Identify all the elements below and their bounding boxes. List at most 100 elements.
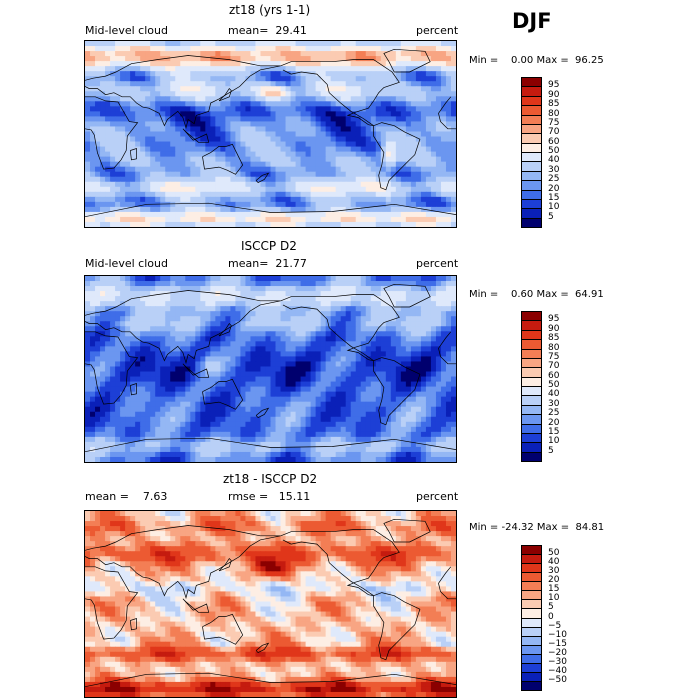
- map-cell: [395, 81, 402, 87]
- map-cell: [245, 276, 252, 282]
- map-cell: [345, 326, 352, 332]
- map-cell: [265, 126, 272, 133]
- colorbar-tick-label: 25: [548, 174, 560, 185]
- map-cell: [310, 416, 317, 423]
- map-cell: [265, 336, 272, 342]
- map-cell: [300, 151, 307, 158]
- map-cell: [440, 331, 447, 337]
- map-cell: [120, 126, 126, 133]
- map-cell: [115, 106, 121, 112]
- map-cell: [340, 181, 347, 188]
- map-cell: [125, 86, 131, 92]
- map-cell: [410, 376, 417, 383]
- map-cell: [130, 296, 136, 302]
- map-cell: [100, 421, 106, 428]
- map-cell: [415, 326, 422, 332]
- map-cell: [135, 76, 141, 82]
- map-cell: [380, 381, 387, 388]
- map-cell: [110, 371, 116, 378]
- map-cell: [370, 391, 377, 398]
- map-cell: [305, 191, 312, 198]
- map-cell: [220, 41, 226, 47]
- map-cell: [225, 86, 231, 92]
- map-cell: [195, 391, 201, 398]
- map-cell: [185, 171, 191, 178]
- map-cell: [160, 376, 166, 383]
- map-cell: [345, 411, 352, 418]
- map-cell: [220, 396, 226, 403]
- map-cell: [325, 156, 332, 163]
- map-cell: [295, 131, 302, 138]
- map-cell: [425, 361, 432, 368]
- map-cell: [230, 321, 236, 327]
- map-cell: [365, 141, 372, 148]
- map-cell: [205, 56, 211, 62]
- map-cell: [380, 66, 387, 72]
- map-cell: [160, 316, 166, 322]
- map-cell: [165, 286, 171, 292]
- map-cell: [190, 346, 196, 353]
- map-cell: [355, 276, 362, 282]
- map-cell: [210, 356, 216, 363]
- map-cell: [210, 281, 216, 287]
- map-cell: [90, 126, 96, 133]
- map-cell: [285, 331, 292, 337]
- map-cell: [145, 321, 151, 327]
- map-cell: [370, 376, 377, 383]
- map-cell: [225, 406, 231, 413]
- map-cell: [385, 326, 392, 332]
- map-cell: [305, 76, 312, 82]
- map-cell: [220, 136, 226, 143]
- map-cell: [90, 186, 96, 193]
- map-cell: [140, 181, 146, 188]
- map-cell: [130, 86, 136, 92]
- map-cell: [205, 346, 211, 353]
- map-cell: [245, 56, 252, 62]
- map-cell: [180, 391, 186, 398]
- map-cell: [405, 376, 412, 383]
- map-cell: [255, 321, 262, 327]
- map-cell: [360, 81, 367, 87]
- map-cell: [240, 321, 247, 327]
- map-cell: [315, 191, 322, 198]
- map-cell: [150, 56, 156, 62]
- map-cell: [185, 61, 191, 67]
- map-cell: [405, 61, 412, 67]
- map-cell: [260, 76, 267, 82]
- map-cell: [285, 381, 292, 388]
- map-cell: [290, 416, 297, 423]
- map-cell: [160, 126, 166, 133]
- map-cell: [375, 396, 382, 403]
- map-cell: [90, 276, 96, 282]
- map-cell: [260, 396, 267, 403]
- map-cell: [110, 86, 116, 92]
- map-cell: [350, 411, 357, 418]
- map-cell: [195, 81, 201, 87]
- map-cell: [190, 181, 196, 188]
- map-cell: [425, 91, 432, 97]
- map-cell: [170, 316, 176, 322]
- map-cell: [310, 91, 317, 97]
- map-cell: [160, 311, 166, 317]
- map-cell: [225, 81, 231, 87]
- map-cell: [345, 201, 352, 208]
- map-cell: [315, 206, 322, 213]
- map-cell: [440, 316, 447, 322]
- map-cell: [280, 121, 287, 128]
- map-cell: [180, 41, 186, 47]
- map-cell: [405, 276, 412, 282]
- map-cell: [345, 101, 352, 107]
- map-cell: [275, 146, 282, 153]
- map-cell: [405, 196, 412, 203]
- map-cell: [320, 351, 327, 358]
- map-cell: [100, 136, 106, 143]
- map-cell: [225, 371, 231, 378]
- map-cell: [310, 166, 317, 173]
- map-cell: [270, 76, 277, 82]
- map-cell: [175, 56, 181, 62]
- map-cell: [420, 376, 427, 383]
- map-cell: [300, 321, 307, 327]
- map-cell: [450, 206, 456, 213]
- map-cell: [220, 301, 226, 307]
- map-cell: [405, 286, 412, 292]
